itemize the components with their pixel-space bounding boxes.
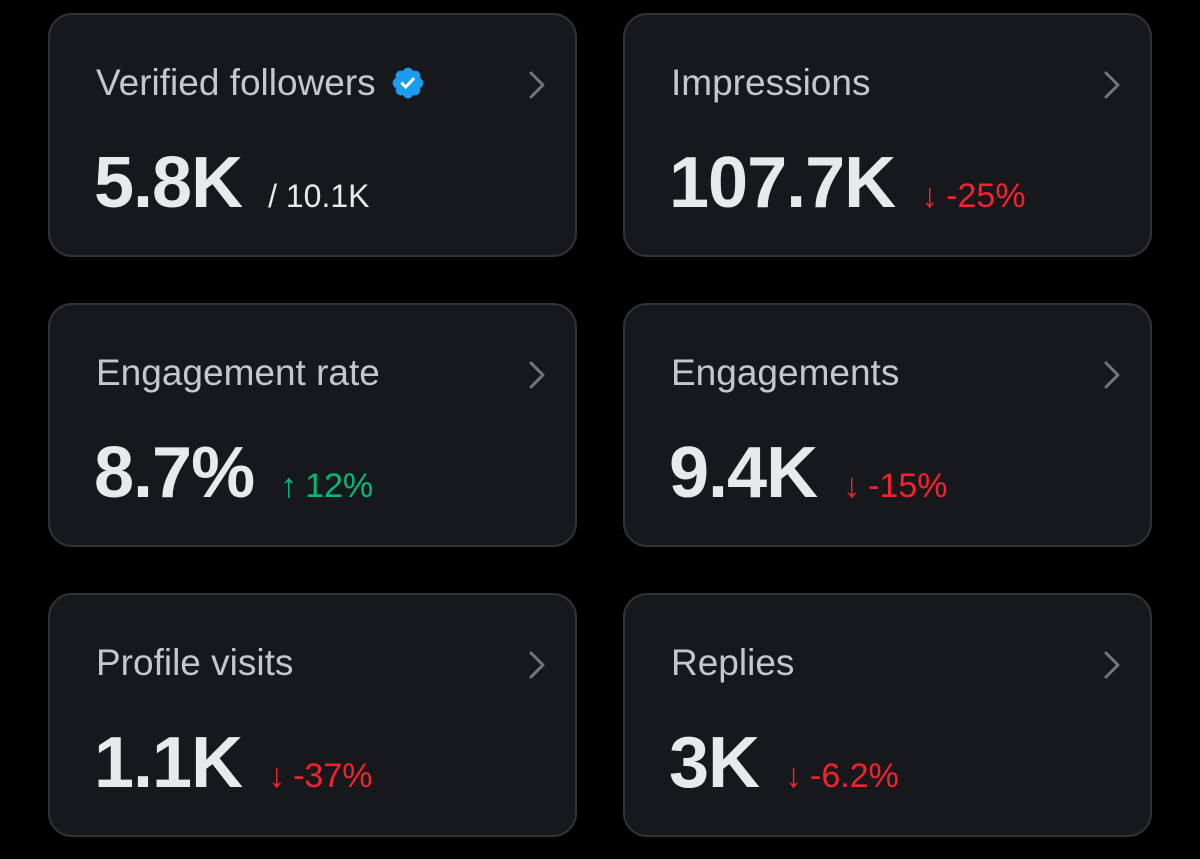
card-title: Engagement rate [96,351,380,395]
metric-value: 1.1K [94,723,243,803]
arrow-down-icon: ↓ [843,467,861,505]
card-replies[interactable]: Replies 3K ↓ -6.2% [623,593,1152,837]
card-title-label: Impressions [671,62,871,103]
metric-row: 107.7K ↓ -25% [669,141,1026,225]
arrow-down-icon: ↓ [921,177,939,215]
delta-value: 12% [305,467,374,505]
delta-value: -37% [293,757,373,795]
card-title-label: Engagements [671,352,900,393]
card-title-label: Engagement rate [96,352,380,393]
metric-value: 107.7K [669,143,896,223]
metric-row: 3K ↓ -6.2% [669,721,899,805]
metric-delta: ↑ 12% [280,467,373,506]
card-title: Impressions [671,61,870,105]
card-title: Engagements [671,351,899,395]
delta-value: -6.2% [810,757,899,795]
metric-delta: ↓ -25% [921,177,1025,216]
analytics-grid: Verified followers 5.8K / 10.1K Impressi… [48,13,1152,837]
metric-delta: ↓ -6.2% [785,757,899,796]
card-title: Replies [671,641,794,685]
card-profile-visits[interactable]: Profile visits 1.1K ↓ -37% [48,593,577,837]
arrow-up-icon: ↑ [280,467,298,505]
card-impressions[interactable]: Impressions 107.7K ↓ -25% [623,13,1152,257]
metric-total: / 10.1K [268,178,370,214]
metric-delta: ↓ -37% [268,757,372,796]
card-title: Verified followers [96,61,426,105]
metric-row: 8.7% ↑ 12% [94,431,373,515]
card-title: Profile visits [96,641,293,685]
arrow-down-icon: ↓ [785,757,803,795]
metric-delta: ↓ -15% [843,467,947,506]
chevron-right-icon[interactable] [521,67,553,103]
card-title-label: Replies [671,642,795,683]
metric-value: 9.4K [669,433,818,513]
metric-value: 3K [669,723,760,803]
card-engagements[interactable]: Engagements 9.4K ↓ -15% [623,303,1152,547]
chevron-right-icon[interactable] [1096,647,1128,683]
card-verified-followers[interactable]: Verified followers 5.8K / 10.1K [48,13,577,257]
metric-value: 5.8K [94,143,243,223]
card-title-label: Verified followers [96,62,376,103]
metric-row: 1.1K ↓ -37% [94,721,372,805]
arrow-down-icon: ↓ [268,757,286,795]
chevron-right-icon[interactable] [521,647,553,683]
chevron-right-icon[interactable] [521,357,553,393]
metric-row: 9.4K ↓ -15% [669,431,947,515]
chevron-right-icon[interactable] [1096,67,1128,103]
card-engagement-rate[interactable]: Engagement rate 8.7% ↑ 12% [48,303,577,547]
metric-value: 8.7% [94,433,255,513]
verified-badge-icon [392,67,424,99]
delta-value: -25% [946,177,1026,215]
metric-row: 5.8K / 10.1K [94,141,370,225]
chevron-right-icon[interactable] [1096,357,1128,393]
card-title-label: Profile visits [96,642,294,683]
delta-value: -15% [868,467,948,505]
